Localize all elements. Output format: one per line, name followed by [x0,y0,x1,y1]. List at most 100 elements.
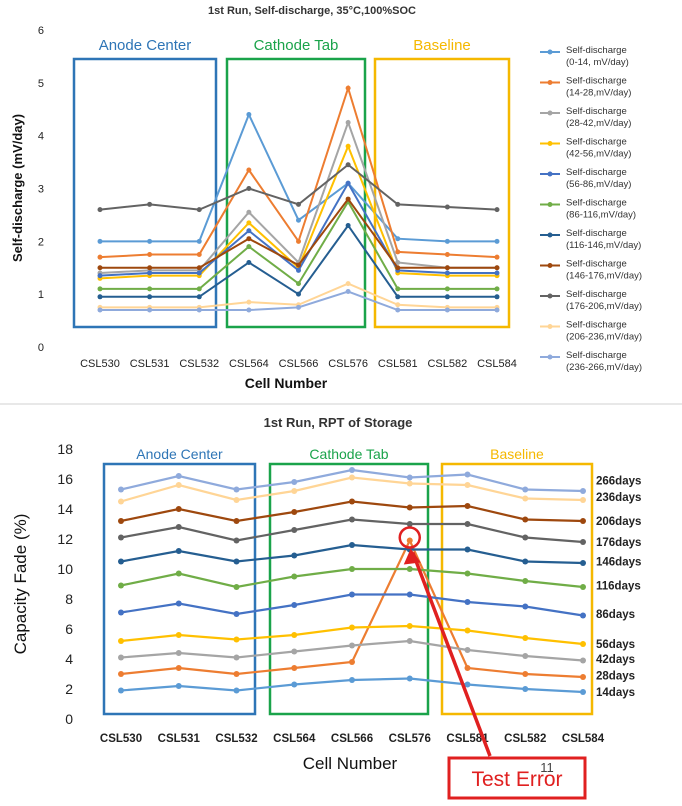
data-point [296,291,301,297]
data-point [118,498,124,505]
y-tick-label: 2 [38,236,44,248]
legend-marker [547,80,553,85]
series-inline-label: 206days [596,516,641,528]
data-point [349,474,355,481]
data-point [395,286,401,292]
legend-entry: Self-discharge (146-176,mV/day) [566,259,642,282]
data-point [345,143,351,149]
data-point [464,647,471,653]
y-axis-label: Self-discharge (mV/day) [10,114,25,262]
legend-marker [547,324,553,329]
data-point [464,599,471,605]
data-point [349,566,355,572]
y-tick-label: 6 [65,621,73,637]
series-inline-label: 236days [596,492,641,504]
legend-entry: Self-discharge (116-146,mV/day) [566,228,641,251]
x-tick-label: CSL584 [562,733,605,745]
data-point [349,467,355,473]
data-point [580,612,586,619]
legend-entry: Self-discharge (86-116,mV/day) [566,198,636,221]
data-point [494,207,500,213]
series-inline-label: 42days [596,654,635,666]
data-point [464,570,471,577]
data-point [118,638,124,644]
data-point [406,480,413,487]
data-point [580,539,586,545]
data-point [395,236,401,242]
data-point [522,635,529,641]
x-tick-label: CSL576 [328,358,368,370]
data-point [464,482,471,488]
data-point [444,252,450,258]
data-point [444,294,450,300]
data-point [233,584,240,590]
data-point [580,689,586,695]
series-inline-label: 146days [596,557,641,569]
error-label-box [447,756,587,800]
data-point [296,238,301,244]
data-point [233,537,240,544]
series-line [120,537,584,679]
data-point [246,299,252,305]
data-point [522,558,529,565]
data-point [522,653,529,659]
x-tick-label: CSL584 [477,358,517,370]
y-tick-label: 12 [57,531,73,547]
data-point [246,167,252,173]
data-point [97,238,103,244]
data-point [118,687,124,694]
data-point [406,504,413,511]
data-point [233,687,240,694]
x-tick-label: CSL582 [427,358,467,370]
x-tick-label: CSL564 [273,733,316,745]
data-point [406,521,413,527]
data-point [233,671,240,677]
data-point [349,498,355,505]
y-tick-label: 1 [38,289,44,301]
data-point [464,471,471,478]
chart-title: 1st Run, Self-discharge, 35°C,100%SOC [208,5,416,17]
data-point [246,228,252,234]
data-point [233,611,240,617]
data-point [233,654,240,661]
y-axis-label: Capacity Fade (%) [11,514,30,655]
data-point [175,632,182,638]
group-label: Anode Center [99,37,192,54]
x-tick-label: CSL532 [215,733,257,745]
data-point [494,265,500,271]
data-point [406,638,413,644]
x-tick-label: CSL581 [378,358,418,370]
data-point [147,265,153,271]
group-label: Anode Center [136,446,223,462]
data-point [291,527,298,533]
series-inline-label: 14days [596,687,635,699]
data-point [494,270,500,276]
data-point [494,294,500,300]
y-tick-label: 3 [38,184,44,196]
data-point [349,642,355,649]
legend-entry: Self-discharge (56-86,mV/day) [566,167,631,190]
data-point [291,479,298,485]
series-line [120,593,584,617]
x-tick-label: CSL531 [158,733,201,745]
y-tick-label: 4 [65,651,73,667]
data-point [444,307,450,313]
legend-entry: Self-discharge (28-42,mV/day) [566,106,631,129]
data-point [406,591,413,598]
y-tick-label: 6 [38,25,44,37]
data-point [291,665,298,671]
data-point [395,201,401,207]
data-point [522,671,529,677]
data-point [345,162,351,168]
data-point [118,609,124,616]
group-label: Cathode Tab [309,446,388,462]
x-tick-label: CSL530 [80,358,120,370]
data-point [580,560,586,566]
data-point [246,244,252,250]
data-point [147,270,153,276]
y-tick-label: 14 [57,501,73,517]
group-label: Cathode Tab [254,37,339,54]
data-point [464,627,471,634]
data-point [246,186,252,191]
series-line [120,518,584,544]
